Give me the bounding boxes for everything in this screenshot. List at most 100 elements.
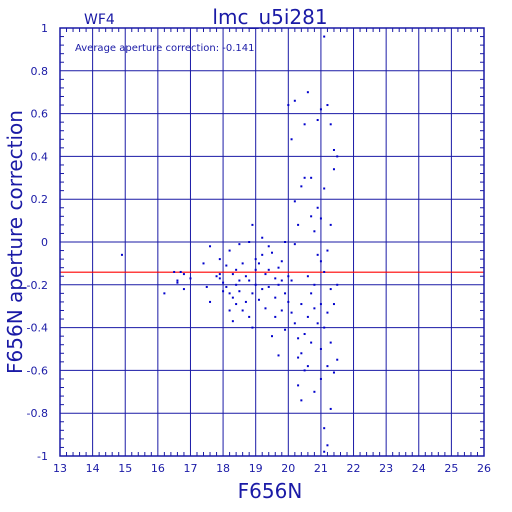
chart-title: lmc_u5i281 — [212, 5, 327, 29]
x-axis-label: F656N — [238, 479, 303, 503]
data-point — [120, 253, 123, 256]
data-point — [329, 407, 332, 410]
data-point — [261, 236, 264, 239]
data-point — [218, 258, 221, 261]
data-point — [228, 309, 231, 312]
data-point — [209, 300, 212, 303]
data-point — [313, 307, 316, 310]
data-point — [316, 119, 319, 122]
data-point — [257, 262, 260, 265]
data-point — [182, 273, 185, 276]
data-point — [254, 258, 257, 261]
data-point — [261, 288, 264, 291]
data-point — [323, 326, 326, 329]
data-point — [300, 352, 303, 355]
data-point — [277, 283, 280, 286]
data-point — [251, 326, 254, 329]
data-point — [176, 279, 179, 282]
data-point — [254, 268, 257, 271]
data-point — [297, 223, 300, 226]
data-point — [163, 292, 166, 295]
data-point — [310, 176, 313, 179]
data-point — [329, 341, 332, 344]
plot-frame — [59, 27, 485, 457]
y-tick-label: -0.6 — [27, 364, 48, 377]
data-point — [329, 123, 332, 126]
y-tick-label: 0.2 — [31, 193, 49, 206]
data-point — [290, 311, 293, 314]
data-point — [205, 285, 208, 288]
data-point — [241, 262, 244, 265]
y-tick-label: 0.8 — [31, 65, 49, 78]
data-point — [336, 155, 339, 158]
data-point — [280, 279, 283, 282]
data-point — [306, 315, 309, 318]
data-point — [287, 104, 290, 107]
data-point — [222, 290, 225, 293]
data-point — [313, 283, 316, 286]
data-point — [297, 356, 300, 359]
data-point — [218, 277, 221, 280]
data-point — [332, 371, 335, 374]
data-point — [271, 335, 273, 338]
data-point — [261, 253, 264, 256]
data-point — [238, 243, 241, 246]
data-point — [300, 399, 303, 402]
data-point — [244, 300, 247, 303]
data-points — [120, 35, 339, 453]
data-point — [264, 273, 267, 276]
x-tick-label: 13 — [53, 462, 67, 475]
data-point — [303, 123, 306, 126]
data-point — [336, 283, 339, 286]
data-point — [228, 292, 231, 295]
data-point — [202, 262, 205, 265]
data-point — [326, 444, 329, 447]
data-point — [284, 292, 287, 295]
x-tick-label: 23 — [379, 462, 393, 475]
data-point — [251, 292, 254, 295]
data-point — [323, 450, 326, 453]
data-point — [332, 303, 335, 306]
data-point — [257, 298, 260, 301]
data-point — [284, 241, 287, 243]
data-point — [277, 354, 280, 357]
data-point — [313, 390, 316, 393]
y-tick-labels: -1 -0.8 -0.6 -0.4 -0.2 0 0.2 0.4 0.6 0.8 1 — [27, 22, 48, 463]
data-point — [293, 322, 296, 325]
chart-annotation: Average aperture correction: -0.141 — [75, 43, 255, 54]
data-point — [326, 311, 329, 314]
data-point — [316, 253, 319, 256]
x-tick-label: 26 — [477, 462, 491, 475]
data-point — [336, 358, 339, 361]
y-tick-label: 0 — [41, 236, 48, 249]
data-point — [293, 243, 296, 246]
data-point — [238, 290, 241, 293]
data-point — [248, 315, 251, 318]
y-tick-label: -0.4 — [27, 322, 48, 335]
data-point — [326, 365, 329, 368]
y-tick-label: 0.6 — [31, 108, 49, 121]
x-tick-label: 21 — [314, 462, 328, 475]
data-point — [228, 249, 231, 252]
data-point — [267, 285, 270, 288]
data-point — [300, 303, 303, 306]
x-tick-label: 16 — [151, 462, 165, 475]
data-point — [274, 315, 277, 318]
data-point — [332, 148, 335, 151]
data-point — [218, 273, 221, 276]
data-point — [319, 377, 322, 380]
data-point — [310, 341, 313, 344]
data-point — [316, 206, 319, 209]
y-tick-label: 0.4 — [31, 150, 49, 163]
data-point — [306, 365, 309, 368]
data-point — [248, 279, 251, 282]
data-point — [313, 230, 316, 233]
data-point — [319, 303, 322, 306]
data-point — [280, 260, 283, 263]
y-tick-label: 1 — [41, 22, 48, 35]
data-point — [319, 108, 322, 111]
data-point — [284, 328, 287, 331]
data-point — [297, 337, 300, 340]
y-tick-label: -1 — [37, 450, 48, 463]
